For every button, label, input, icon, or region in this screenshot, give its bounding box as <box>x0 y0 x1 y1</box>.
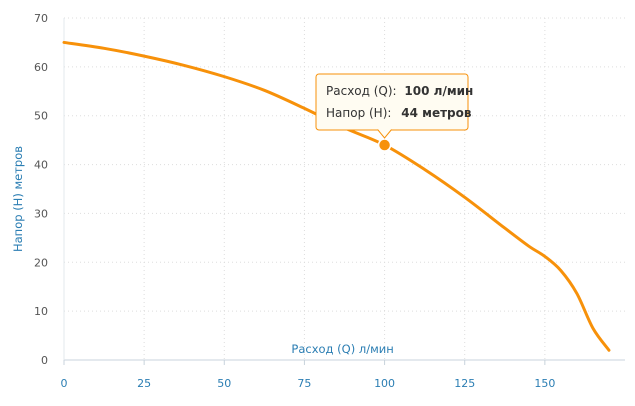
y-tick-label: 20 <box>34 256 48 269</box>
tooltip-x-label: Расход (Q): <box>326 84 397 98</box>
x-tick-label: 0 <box>61 377 68 390</box>
x-tick-label: 25 <box>137 377 151 390</box>
tooltip-y-line: Напор (H): 44 метров <box>326 106 472 120</box>
x-axis-ticks: 0 25 50 75 100 125 150 <box>61 360 555 390</box>
tooltip-y-label: Напор (H): <box>326 106 391 120</box>
series-layer <box>62 40 611 352</box>
tooltip-x-value: 100 л/мин <box>404 84 473 98</box>
y-axis-label: Напор (H) метров <box>11 146 25 252</box>
y-tick-label: 70 <box>34 12 48 25</box>
y-tick-label: 30 <box>34 207 48 220</box>
tooltip-x-line: Расход (Q): 100 л/мин <box>326 84 473 98</box>
highlighted-data-point[interactable] <box>377 138 392 152</box>
x-tick-label: 150 <box>534 377 555 390</box>
y-tick-label: 0 <box>41 354 48 367</box>
series-line <box>62 40 611 352</box>
y-tick-label: 60 <box>34 61 48 74</box>
grid <box>64 17 625 360</box>
tooltip-pointer <box>377 129 392 139</box>
x-axis-label: Расход (Q) л/мин <box>291 342 393 356</box>
y-tick-label: 10 <box>34 305 48 318</box>
tooltip-box <box>315 73 469 131</box>
y-tick-label: 50 <box>34 110 48 123</box>
tooltip-y-value: 44 метров <box>401 106 472 120</box>
axes <box>63 18 625 361</box>
y-tick-label: 40 <box>34 159 48 172</box>
x-tick-label: 100 <box>374 377 395 390</box>
y-axis-ticks: 0 10 20 30 40 50 60 70 <box>34 12 48 367</box>
x-tick-label: 75 <box>297 377 311 390</box>
tooltip: Расход (Q): 100 л/мин Напор (H): 44 метр… <box>315 73 473 139</box>
x-tick-label: 125 <box>454 377 475 390</box>
x-tick-label: 50 <box>217 377 231 390</box>
